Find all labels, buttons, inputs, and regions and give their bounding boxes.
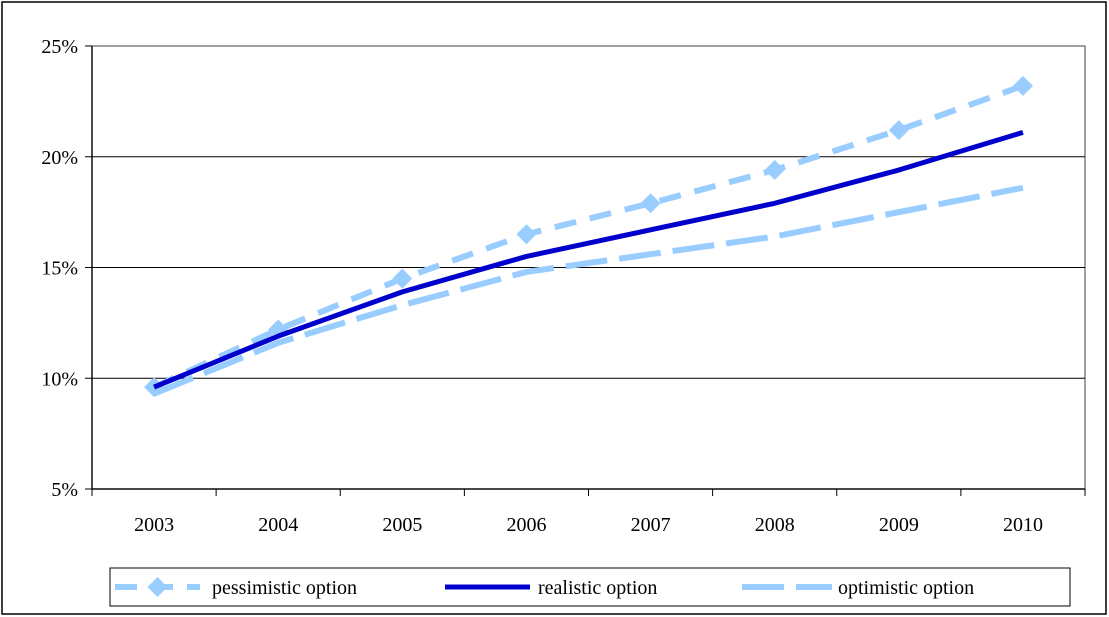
- series-line: [153, 129, 1024, 390]
- legend-entry: realistic option: [445, 577, 657, 599]
- series-line: [152, 184, 1024, 397]
- x-tick-label: 2008: [755, 514, 795, 536]
- data-point: [1012, 75, 1033, 96]
- y-tick-label: 20%: [41, 147, 78, 169]
- axes: 5% 10% 15% 20% 25% 2003 2004 2005 2006 2007 2008 20…: [41, 36, 1086, 536]
- legend-entry: pessimistic option: [115, 577, 357, 599]
- data-point: [392, 268, 413, 289]
- legend-entry: optimistic option: [742, 577, 974, 599]
- x-tick-label: 2005: [382, 514, 422, 536]
- legend-label: optimistic option: [838, 577, 974, 599]
- x-tick-label: 2009: [879, 514, 919, 536]
- legend-box: [109, 567, 1071, 607]
- legend-label: pessimistic option: [212, 577, 357, 599]
- y-tick-label: 25%: [41, 36, 78, 58]
- y-tick-label: 10%: [41, 368, 78, 390]
- x-tick-label: 2010: [1003, 514, 1043, 536]
- data-point: [640, 193, 661, 214]
- series-lines: [144, 75, 1033, 398]
- y-tick-label: 5%: [51, 479, 78, 501]
- legend-marker: [147, 577, 168, 597]
- series-1: [153, 129, 1024, 390]
- legend: pessimistic option realistic option optimi…: [109, 567, 1071, 607]
- series-2: [152, 184, 1024, 397]
- x-tick-label: 2006: [506, 514, 546, 536]
- data-point: [516, 224, 537, 245]
- x-tick-label: 2007: [631, 514, 671, 536]
- data-point: [888, 120, 909, 141]
- series-line: [152, 83, 1024, 390]
- x-tick-label: 2003: [134, 514, 174, 536]
- x-tick-label: 2004: [258, 514, 298, 536]
- data-point: [764, 160, 785, 181]
- legend-label: realistic option: [538, 577, 657, 599]
- y-tick-label: 15%: [41, 258, 78, 280]
